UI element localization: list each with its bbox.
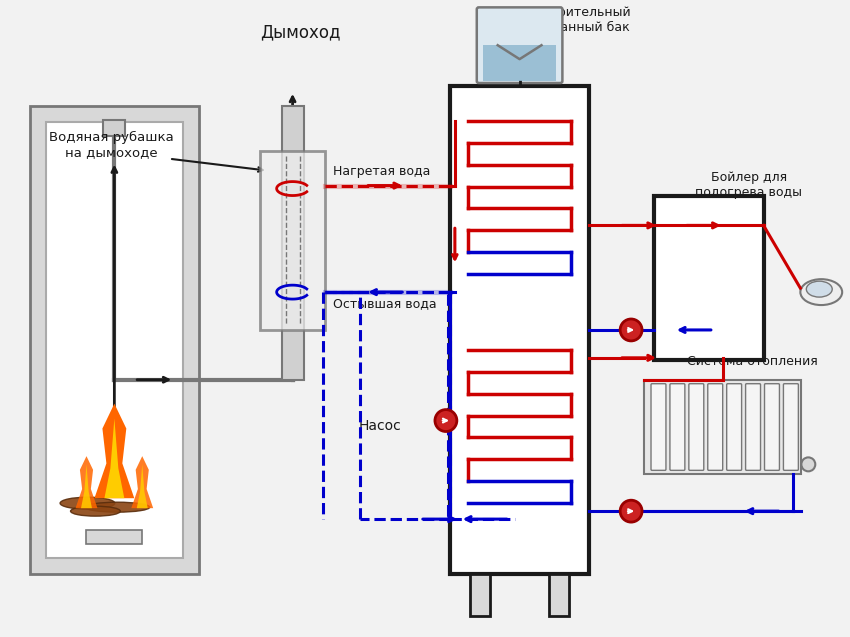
Ellipse shape	[801, 279, 842, 305]
FancyBboxPatch shape	[87, 530, 142, 544]
Polygon shape	[76, 456, 98, 508]
Polygon shape	[131, 456, 153, 508]
FancyBboxPatch shape	[483, 45, 557, 81]
FancyBboxPatch shape	[470, 574, 490, 616]
FancyBboxPatch shape	[260, 151, 326, 330]
Circle shape	[802, 457, 815, 471]
FancyBboxPatch shape	[688, 383, 704, 470]
FancyBboxPatch shape	[727, 383, 741, 470]
FancyBboxPatch shape	[651, 383, 666, 470]
FancyBboxPatch shape	[30, 106, 199, 574]
Text: Водяная рубашка
на дымоходе: Водяная рубашка на дымоходе	[49, 131, 173, 159]
Text: Остывшая вода: Остывшая вода	[333, 297, 437, 310]
FancyBboxPatch shape	[764, 383, 779, 470]
Text: Насос: Насос	[359, 419, 401, 433]
Ellipse shape	[85, 502, 150, 512]
FancyBboxPatch shape	[644, 380, 802, 475]
Polygon shape	[137, 464, 148, 508]
Ellipse shape	[807, 281, 832, 297]
Circle shape	[620, 319, 642, 341]
Text: Дымоход: Дымоход	[260, 24, 341, 41]
FancyBboxPatch shape	[654, 196, 763, 360]
FancyBboxPatch shape	[784, 383, 798, 470]
FancyBboxPatch shape	[46, 122, 183, 558]
Polygon shape	[81, 464, 92, 508]
FancyBboxPatch shape	[281, 106, 303, 380]
FancyBboxPatch shape	[104, 120, 125, 136]
FancyBboxPatch shape	[450, 86, 589, 574]
Text: Нагретая вода: Нагретая вода	[333, 164, 431, 178]
FancyBboxPatch shape	[745, 383, 761, 470]
Circle shape	[620, 500, 642, 522]
FancyBboxPatch shape	[670, 383, 685, 470]
FancyBboxPatch shape	[708, 383, 722, 470]
Text: Расширительный
мембранный бак: Расширительный мембранный бак	[517, 6, 632, 34]
Polygon shape	[105, 419, 124, 498]
Ellipse shape	[60, 497, 115, 509]
FancyBboxPatch shape	[477, 8, 563, 83]
Ellipse shape	[71, 506, 121, 516]
Circle shape	[435, 410, 456, 431]
Polygon shape	[94, 404, 134, 498]
Text: Система отопления: Система отопления	[687, 355, 818, 368]
Text: Бойлер для
подогрева воды: Бойлер для подогрева воды	[695, 171, 802, 199]
FancyBboxPatch shape	[549, 574, 570, 616]
